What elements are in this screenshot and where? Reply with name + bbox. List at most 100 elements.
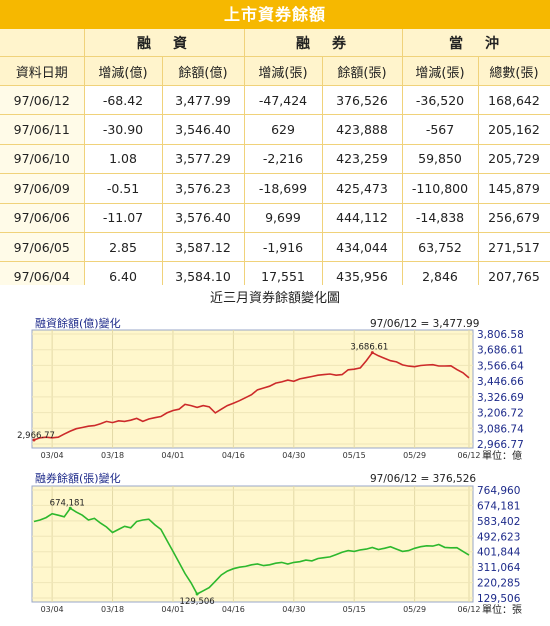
y-tick-label: 311,064 (477, 562, 521, 574)
y-tick-label: 3,326.69 (477, 392, 524, 404)
x-tick-label: 05/15 (343, 605, 366, 614)
table-row: 97/06/11 -30.90 3,546.40 629 423,888 -567 205,… (0, 114, 550, 145)
y-tick-label: 492,623 (477, 531, 520, 543)
column-header: 增減(張) (402, 56, 479, 86)
column-header: 餘額(億) (162, 56, 245, 86)
y-tick-label: 583,402 (477, 516, 520, 528)
table-cell: 629 (244, 114, 323, 145)
table-cell: -567 (402, 114, 479, 145)
table-cell: 9,699 (244, 203, 323, 233)
x-tick-label: 05/29 (403, 605, 426, 614)
table-cell: 444,112 (322, 203, 403, 233)
table-cell: -1,916 (244, 232, 323, 263)
table-cell: 168,642 (478, 85, 550, 116)
table-cell: 2.85 (84, 232, 163, 263)
table-cell: -11.07 (84, 203, 163, 233)
page-title: 上市資券餘額 (0, 0, 550, 29)
x-tick-label: 04/16 (222, 605, 245, 614)
table-cell: 256,679 (478, 203, 550, 233)
y-tick-label: 3,566.64 (477, 360, 524, 372)
table-cell: 3,576.23 (162, 173, 245, 204)
y-tick-label: 2,966.77 (477, 439, 524, 451)
x-tick-label: 04/01 (161, 451, 184, 460)
table-cell: 145,879 (478, 173, 550, 204)
table-cell: 59,850 (402, 144, 479, 175)
x-tick-label: 04/01 (161, 605, 184, 614)
table-cell: 205,729 (478, 144, 550, 175)
plot-area (31, 485, 474, 603)
table-cell: -2,216 (244, 144, 323, 175)
min-label: 129,506 (180, 597, 215, 607)
table-cell: 3,587.12 (162, 232, 245, 263)
x-tick-label: 04/16 (222, 451, 245, 460)
y-tick-label: 129,506 (477, 593, 521, 605)
min-label: 2,966.77 (17, 431, 55, 441)
table-cell: 3,577.29 (162, 144, 245, 175)
y-tick-label: 674,181 (477, 500, 520, 512)
table-cell: 3,477.99 (162, 85, 245, 116)
table-cell: 63,752 (402, 232, 479, 263)
table-cell: -0.51 (84, 173, 163, 204)
table-cell: 376,526 (322, 85, 403, 116)
table-cell: -36,520 (402, 85, 479, 116)
unit-label: 單位：億 (482, 449, 522, 462)
y-tick-label: 3,686.61 (477, 345, 524, 357)
column-header: 增減(億) (84, 56, 163, 86)
y-tick-label: 3,206.72 (477, 408, 524, 420)
max-point (68, 506, 72, 510)
column-header-row: 資料日期 增減(億) 餘額(億) 增減(張) 餘額(張) 增減(張) 總數(張) (0, 56, 550, 86)
row-date: 97/06/10 (0, 144, 85, 175)
max-point (370, 351, 374, 355)
x-tick-label: 03/04 (41, 605, 64, 614)
chart-title: 融券餘額(張)變化 (35, 471, 121, 485)
column-header: 餘額(張) (322, 56, 403, 86)
table-cell: 3,546.40 (162, 114, 245, 145)
table-cell: -68.42 (84, 85, 163, 116)
chart-title: 融資餘額(億)變化 (35, 316, 121, 330)
row-date: 97/06/09 (0, 173, 85, 204)
table-cell: 423,259 (322, 144, 403, 175)
max-label: 3,686.61 (350, 343, 388, 353)
group-header-row: 融 資 融 券 當 沖 (0, 29, 550, 57)
table-cell: 423,888 (322, 114, 403, 145)
x-tick-label: 05/29 (403, 451, 426, 460)
margin-table: 融 資 融 券 當 沖 資料日期 增減(億) 餘額(億) 增減(張) 餘額(張)… (0, 29, 550, 292)
row-date: 97/06/11 (0, 114, 85, 145)
group-header-daytrade: 當 沖 (402, 29, 550, 57)
charts-canvas: 融資餘額(億)變化 97/06/12 = 3,477.99 03/04 03/18 04… (17, 316, 524, 616)
table-cell: 1.08 (84, 144, 163, 175)
date-header: 資料日期 (0, 56, 85, 86)
x-tick-label: 05/15 (343, 451, 366, 460)
min-point (32, 438, 36, 442)
table-cell: 425,473 (322, 173, 403, 204)
table-row: 97/06/06 -11.07 3,576.40 9,699 444,112 -14,83… (0, 203, 550, 233)
min-point (195, 592, 199, 596)
y-tick-label: 220,285 (477, 578, 520, 590)
table-cell: 271,517 (478, 232, 550, 263)
table-row: 97/06/09 -0.51 3,576.23 -18,699 425,473 -110,… (0, 173, 550, 204)
row-date: 97/06/05 (0, 232, 85, 263)
x-tick-label: 04/30 (282, 605, 305, 614)
x-tick-label: 06/12 (457, 605, 480, 614)
latest-value-label: 97/06/12 = 376,526 (370, 473, 476, 485)
table-cell: 205,162 (478, 114, 550, 145)
series-line (33, 507, 470, 596)
blank-corner (0, 29, 85, 57)
latest-value-label: 97/06/12 = 3,477.99 (370, 318, 479, 330)
group-header-short: 融 券 (244, 29, 403, 57)
max-label: 674,181 (50, 498, 85, 508)
x-tick-label: 04/30 (282, 451, 305, 460)
table-cell: 434,044 (322, 232, 403, 263)
table-row: 97/06/10 1.08 3,577.29 -2,216 423,259 59,850 2… (0, 144, 550, 175)
y-tick-label: 764,960 (477, 485, 520, 497)
table-cell: -110,800 (402, 173, 479, 204)
table-cell: -18,699 (244, 173, 323, 204)
charts-panel: 近三月資券餘額變化圖 融資餘額(億)變化 97/06/12 = 3,477.99 0… (0, 285, 550, 626)
y-tick-label: 401,844 (477, 547, 521, 559)
group-header-financing: 融 資 (84, 29, 245, 57)
charts-title: 近三月資券餘額變化圖 (209, 291, 340, 306)
y-tick-label: 3,086.74 (477, 423, 524, 435)
y-tick-label: 3,806.58 (477, 329, 524, 341)
unit-label: 單位：張 (482, 603, 522, 616)
